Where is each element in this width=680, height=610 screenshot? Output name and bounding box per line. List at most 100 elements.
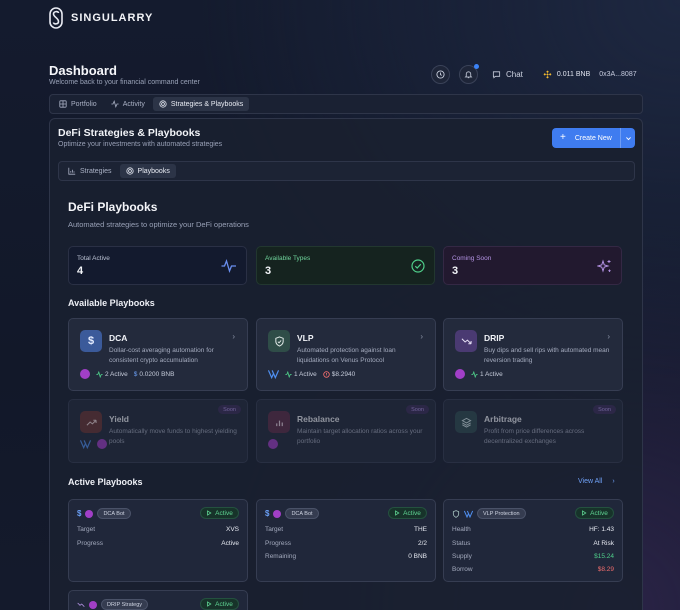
stat-label: Total Active <box>77 255 110 262</box>
active-card-vlp[interactable]: VLP Protection Active Health HF: 1.43 Sta… <box>443 499 623 582</box>
page-title: Dashboard <box>49 63 117 78</box>
playbook-desc: Automated protection against loan liquid… <box>297 347 396 364</box>
active-count: 1 Active <box>285 370 317 378</box>
card-header: $ DCA Bot <box>265 508 319 519</box>
row-value: Active <box>221 540 239 547</box>
playbook-footer <box>268 439 278 449</box>
tab-playbooks[interactable]: Playbooks <box>119 164 176 178</box>
activity-icon <box>285 370 292 378</box>
amount: $8.2940 <box>323 370 355 378</box>
active-card-dca-xvs[interactable]: $ DCA Bot Active Target XVS Progress Activ… <box>68 499 248 582</box>
header-actions: Chat 0.011 BNB 0x3A...8087 <box>431 64 637 84</box>
stat-value: 3 <box>452 265 459 277</box>
trend-down-icon <box>455 330 477 352</box>
detail-row: Status At Risk <box>452 540 614 547</box>
app-name: SINGULARRY <box>71 12 154 24</box>
amount-label: 0.0200 BNB <box>139 370 175 378</box>
card-header: VLP Protection <box>452 508 526 519</box>
playbook-card-rebalance: Soon Rebalance Maintain target allocatio… <box>256 399 436 463</box>
detail-row: Target XVS <box>77 526 239 533</box>
tab-strategies[interactable]: Strategies <box>62 164 118 178</box>
playbook-name: DCA <box>109 333 128 343</box>
notification-dot <box>474 64 479 69</box>
wallet-address: 0x3A...8087 <box>599 71 637 78</box>
playbooks-subtitle: Automated strategies to optimize your De… <box>68 220 249 229</box>
create-new-button[interactable]: + Create New <box>552 128 635 148</box>
target-icon <box>125 167 134 175</box>
chain-icon <box>89 600 97 609</box>
row-key: Remaining <box>265 553 297 560</box>
chain-icon <box>455 369 465 379</box>
tab-activity[interactable]: Activity <box>105 97 151 111</box>
trend-up-icon <box>80 411 102 433</box>
tab-label: Playbooks <box>137 167 170 175</box>
soon-badge: Soon <box>218 405 241 414</box>
panel-title: DeFi Strategies & Playbooks <box>58 127 201 139</box>
activity-icon <box>471 370 478 378</box>
playbook-footer: 1 Active <box>455 369 503 379</box>
play-icon <box>207 510 212 516</box>
row-key: Progress <box>265 540 292 547</box>
tab-portfolio[interactable]: Portfolio <box>53 97 103 111</box>
stat-value: 3 <box>265 265 272 277</box>
playbook-card-dca[interactable]: $ DCA Dollar-cost averaging automation f… <box>68 318 248 391</box>
trend-down-icon <box>77 602 85 607</box>
row-value: 0 BNB <box>408 553 427 560</box>
stat-label: Available Types <box>265 255 311 262</box>
playbook-footer <box>80 439 107 449</box>
stat-coming-soon: Coming Soon 3 <box>443 246 622 285</box>
shield-icon <box>268 330 290 352</box>
activity-icon <box>96 370 103 378</box>
activity-icon <box>111 100 119 108</box>
row-value: THE <box>414 526 427 533</box>
sparkles-icon <box>597 259 611 273</box>
venus-chain-icon <box>464 510 473 518</box>
tab-label: Strategies <box>80 167 112 175</box>
playbook-desc: Buy dips and sell rips with automated me… <box>484 347 610 364</box>
portfolio-icon <box>59 100 67 108</box>
playbook-desc: Automatically move funds to highest yiel… <box>109 428 237 445</box>
active-card-drip[interactable]: DRIP Strategy Active <box>68 590 248 610</box>
row-value: $8.29 <box>597 566 614 573</box>
chevron-right-icon: › <box>420 332 423 341</box>
venus-chain-icon <box>268 370 279 379</box>
status-badge: Active <box>200 507 239 519</box>
row-key: Target <box>265 526 284 533</box>
help-button[interactable] <box>431 65 450 84</box>
chain-icon <box>273 509 282 518</box>
chat-button[interactable]: Chat <box>492 70 523 79</box>
wallet-button[interactable]: 0.011 BNB 0x3A...8087 <box>543 70 637 79</box>
notifications-button[interactable] <box>459 64 479 84</box>
stat-value: 4 <box>77 265 84 277</box>
playbook-card-vlp[interactable]: VLP Automated protection against loan li… <box>256 318 436 391</box>
detail-row: Borrow $8.29 <box>452 566 614 573</box>
alert-icon <box>323 370 330 378</box>
active-count-label: 1 Active <box>294 370 317 378</box>
chain-icon <box>97 439 107 449</box>
create-label: Create New <box>574 134 612 142</box>
playbook-footer: 2 Active $ 0.0200 BNB <box>80 369 174 379</box>
dollar-icon: $ <box>133 370 138 378</box>
active-card-dca-the[interactable]: $ DCA Bot Active Target THE Progress 2/2 R… <box>256 499 436 582</box>
detail-row: Progress 2/2 <box>265 540 427 547</box>
app-logo[interactable]: SINGULARRY <box>49 7 153 29</box>
dollar-icon: $ <box>80 330 102 352</box>
active-count-label: 1 Active <box>480 370 503 378</box>
pulse-icon <box>221 259 236 273</box>
clock-icon <box>436 70 445 79</box>
playbook-card-drip[interactable]: DRIP Buy dips and sell rips with automat… <box>443 318 623 391</box>
play-icon <box>207 601 212 607</box>
active-count: 1 Active <box>471 370 503 378</box>
row-key: Status <box>452 540 471 547</box>
view-all-label: View All <box>578 478 603 485</box>
active-playbooks-heading: Active Playbooks <box>68 477 143 487</box>
playbook-name: Rebalance <box>297 414 340 424</box>
status-badge: Active <box>575 507 614 519</box>
bell-icon <box>464 71 473 79</box>
view-all-link[interactable]: View All › <box>578 478 615 485</box>
chevron-down-icon[interactable] <box>625 135 632 142</box>
tab-strategies-playbooks[interactable]: Strategies & Playbooks <box>152 97 250 111</box>
playbook-name: DRIP <box>484 333 505 343</box>
status-label: Active <box>403 509 421 517</box>
playbook-name: Arbitrage <box>484 414 522 424</box>
